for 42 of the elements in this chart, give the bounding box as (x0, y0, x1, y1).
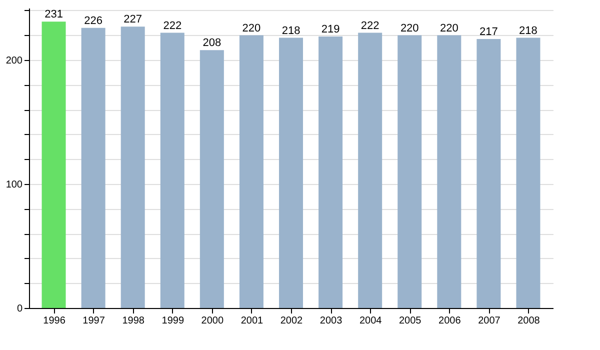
x-tick-label: 1998 (122, 316, 145, 326)
bar (318, 36, 343, 308)
data-label: 208 (202, 37, 222, 50)
data-label: 219 (321, 24, 340, 36)
data-label: 218 (282, 24, 300, 37)
y-tick-label: 200 (6, 56, 23, 67)
data-label: 227 (124, 14, 142, 26)
bar (120, 26, 145, 308)
bar (42, 22, 66, 308)
y-tick-label: 100 (6, 180, 23, 191)
bar (398, 35, 422, 308)
data-label: 222 (360, 20, 380, 32)
bar (279, 38, 303, 308)
data-label: 220 (242, 22, 261, 34)
data-label: 222 (163, 20, 182, 32)
x-tick-label: 2006 (438, 316, 462, 326)
bar (239, 35, 264, 308)
bar (358, 32, 382, 308)
x-tick-label: 2004 (359, 316, 382, 326)
bar (160, 32, 184, 308)
data-label: 220 (440, 22, 458, 34)
bar (437, 35, 462, 308)
x-tick-label: 1997 (82, 316, 106, 326)
x-tick-label: 2008 (518, 316, 540, 326)
x-tick-label: 2000 (201, 316, 224, 326)
data-label: 226 (84, 14, 102, 27)
data-label: 220 (400, 22, 419, 34)
bar (476, 38, 501, 308)
bar (81, 28, 106, 308)
x-tick-label: 2001 (240, 316, 264, 326)
x-tick-label: 1999 (162, 316, 184, 326)
x-tick-label: 2005 (398, 316, 422, 326)
data-label: 218 (519, 24, 538, 37)
data-label: 231 (44, 8, 63, 21)
x-tick-label: 2007 (478, 316, 501, 326)
x-tick-label: 2003 (320, 316, 343, 326)
bar (516, 38, 540, 308)
data-label: 217 (480, 26, 498, 38)
x-tick-label: 2002 (280, 316, 304, 326)
bar (200, 50, 224, 308)
y-tick-label: 0 (16, 304, 23, 314)
x-tick-label: 1996 (43, 316, 66, 326)
